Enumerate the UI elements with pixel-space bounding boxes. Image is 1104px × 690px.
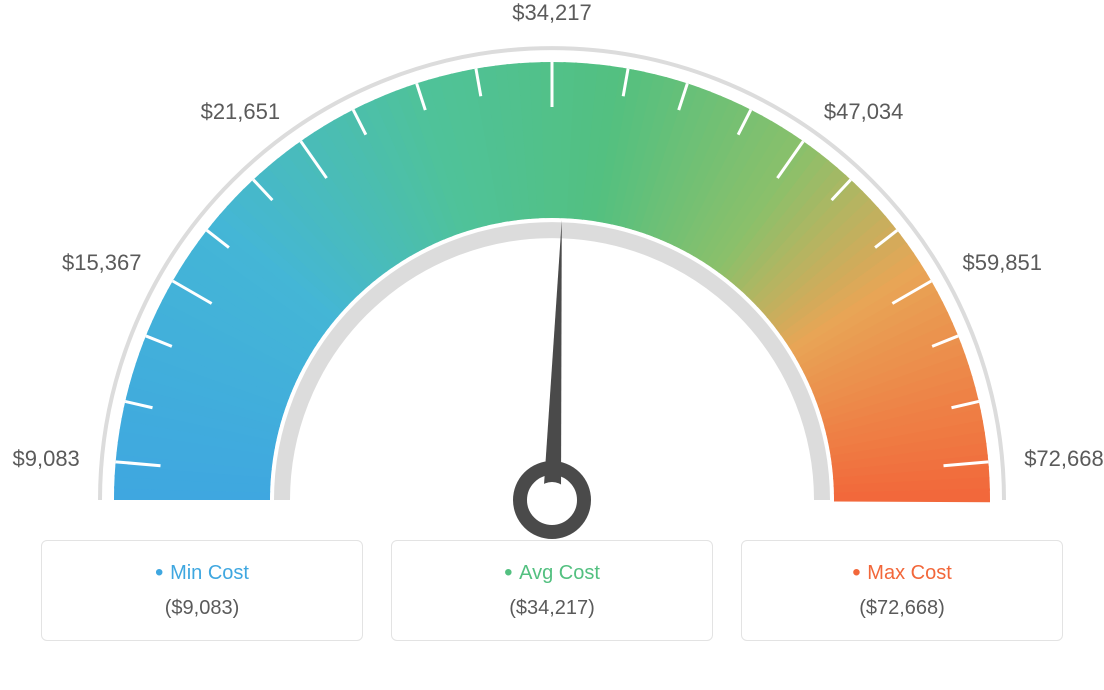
legend-min-value: ($9,083) bbox=[42, 597, 362, 620]
legend-avg-title: Avg Cost bbox=[392, 559, 712, 587]
gauge-svg bbox=[0, 0, 1104, 540]
legend-card-min: Min Cost ($9,083) bbox=[41, 540, 363, 641]
legend-max-title: Max Cost bbox=[742, 559, 1062, 587]
gauge-scale-label: $72,668 bbox=[1024, 446, 1104, 472]
gauge-scale-label: $34,217 bbox=[512, 0, 592, 26]
legend-avg-value: ($34,217) bbox=[392, 597, 712, 620]
gauge-scale-label: $9,083 bbox=[13, 446, 80, 472]
gauge-chart: $9,083 $15,367 $21,651 $34,217 $47,034 $59,85… bbox=[0, 0, 1104, 540]
gauge-scale-label: $21,651 bbox=[201, 99, 281, 125]
gauge-scale-label: $47,034 bbox=[824, 99, 904, 125]
legend-card-avg: Avg Cost ($34,217) bbox=[391, 540, 713, 641]
legend-row: Min Cost ($9,083) Avg Cost ($34,217) Max… bbox=[0, 540, 1104, 641]
legend-card-max: Max Cost ($72,668) bbox=[741, 540, 1063, 641]
legend-min-title: Min Cost bbox=[42, 559, 362, 587]
gauge-scale-label: $15,367 bbox=[62, 250, 142, 276]
legend-max-value: ($72,668) bbox=[742, 597, 1062, 620]
gauge-scale-label: $59,851 bbox=[962, 250, 1042, 276]
